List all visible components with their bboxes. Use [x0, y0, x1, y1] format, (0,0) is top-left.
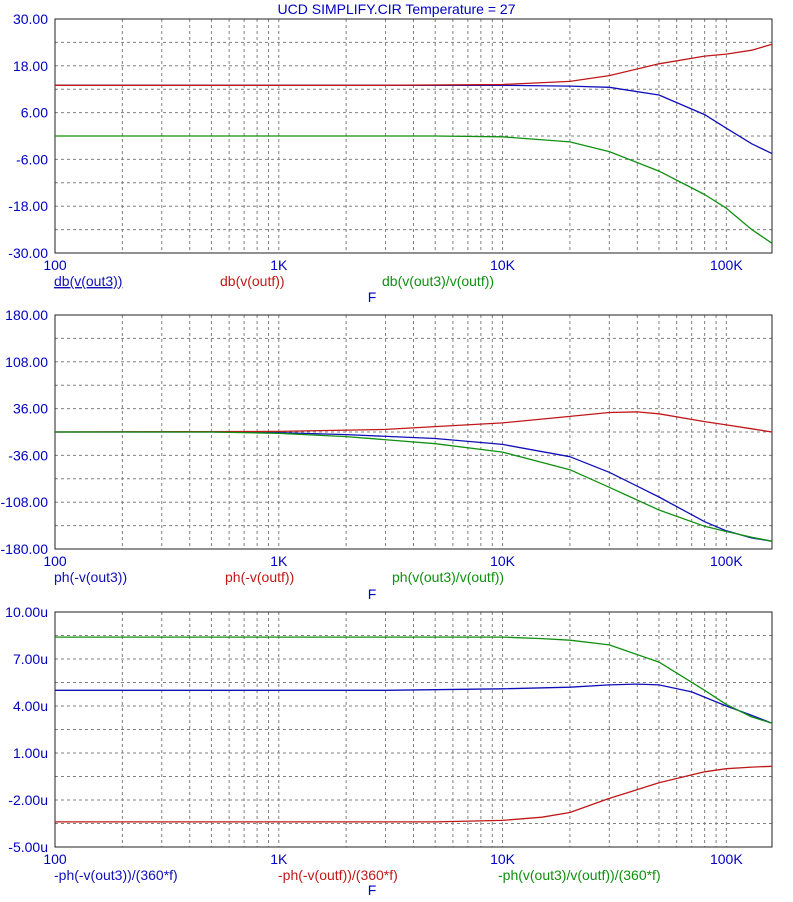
trace-ph(v(out3)/v(outf)) [55, 431, 773, 542]
y-tick-label: 7.00u [13, 651, 48, 667]
page-title: UCD SIMPLIFY.CIR Temperature = 27 [277, 1, 516, 17]
x-tick-label: 1K [270, 851, 288, 867]
plot-panel-2: 180.00108.0036.00-36.00-108.00-180.00100… [1, 307, 773, 602]
x-axis-label: F [368, 882, 377, 898]
y-tick-label: 30.00 [13, 11, 48, 27]
y-tick-label: -2.00u [8, 792, 48, 808]
x-tick-label: 1K [270, 553, 288, 569]
y-tick-label: -180.00 [1, 541, 49, 557]
y-tick-label: 4.00u [13, 698, 48, 714]
y-tick-label: 1.00u [13, 745, 48, 761]
plot-frame [54, 611, 773, 848]
legend-entry: -ph(-v(outf))/(360*f) [278, 867, 398, 883]
y-tick-label: -18.00 [8, 198, 48, 214]
y-tick-label: 18.00 [13, 58, 48, 74]
y-tick-label: -5.00u [8, 839, 48, 855]
x-tick-label: 100K [710, 553, 743, 569]
legend-entry: ph(-v(out3)) [54, 569, 127, 585]
x-tick-label: 100K [710, 851, 743, 867]
legend-entry: -ph(-v(out3))/(360*f) [54, 867, 178, 883]
legend-entry: db(v(outf)) [220, 273, 285, 289]
x-tick-label: 100K [710, 257, 743, 273]
x-axis-label: F [368, 586, 377, 602]
y-tick-label: 36.00 [13, 401, 48, 417]
y-tick-label: 6.00 [21, 105, 48, 121]
x-tick-label: 10K [490, 851, 516, 867]
legend-entry: ph(-v(outf)) [225, 569, 294, 585]
legend-entry: db(v(out3)) [54, 273, 122, 289]
x-tick-label: 100 [43, 553, 67, 569]
x-tick-label: 100 [43, 257, 67, 273]
y-tick-label: -108.00 [1, 494, 49, 510]
x-tick-label: 1K [270, 257, 288, 273]
x-tick-label: 10K [490, 553, 516, 569]
trace--ph(-v(outf))/(360*f) [55, 765, 773, 823]
trace-ph(-v(outf)) [54, 411, 773, 433]
y-tick-label: 108.00 [5, 354, 48, 370]
trace-db(v(out3)/v(outf)) [55, 135, 773, 244]
x-tick-label: 10K [490, 257, 516, 273]
y-tick-label: -30.00 [8, 245, 48, 261]
trace-db(v(outf)) [55, 43, 773, 86]
y-tick-label: -6.00 [16, 151, 48, 167]
legend-entry: ph(v(out3)/v(outf)) [392, 569, 504, 585]
y-tick-label: -36.00 [8, 447, 48, 463]
y-tick-label: 180.00 [5, 307, 48, 323]
y-tick-label: 10.00u [5, 604, 48, 620]
trace--ph(v(out3)/v(outf))/(360*f) [55, 636, 773, 724]
trace-db(v(out3)) [55, 84, 773, 155]
x-axis-label: F [368, 289, 377, 305]
trace-ph(-v(out3)) [55, 431, 773, 542]
legend-entry: db(v(out3)/v(outf)) [382, 273, 494, 289]
x-tick-label: 100 [43, 851, 67, 867]
legend-entry: -ph(v(out3)/v(outf))/(360*f) [498, 867, 661, 883]
